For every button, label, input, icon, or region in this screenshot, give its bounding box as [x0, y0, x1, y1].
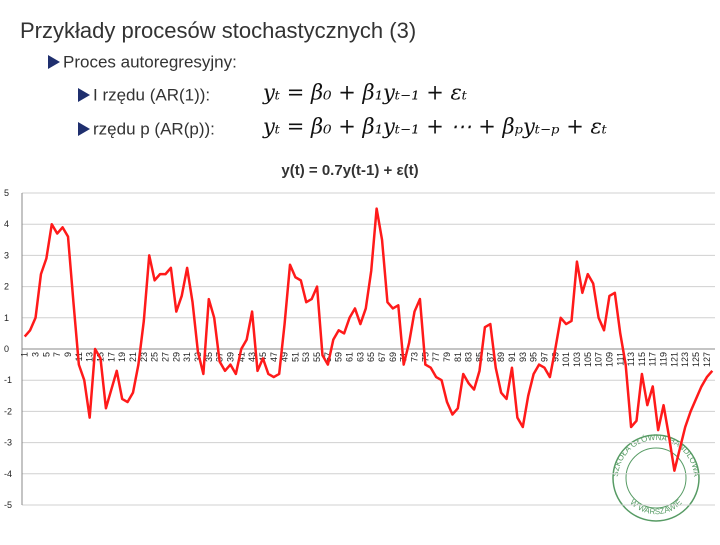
line-series — [23, 207, 714, 472]
y-tick-label: 4 — [4, 219, 9, 229]
x-tick-label: 67 — [377, 352, 387, 362]
x-tick-label: 53 — [301, 352, 311, 362]
x-tick-label: 85 — [474, 352, 484, 362]
y-tick-label: 2 — [4, 282, 9, 292]
x-tick-label: 97 — [539, 352, 549, 362]
x-tick-label: 57 — [323, 352, 333, 362]
x-tick-label: 87 — [485, 352, 495, 362]
bullet-marker — [78, 122, 90, 136]
x-tick-label: 55 — [312, 352, 322, 362]
x-tick-label: 109 — [604, 352, 614, 367]
x-tick-label: 69 — [388, 352, 398, 362]
x-tick-label: 79 — [442, 352, 452, 362]
logo-text: W WARSZAWIE — [628, 498, 683, 517]
bullet-marker — [78, 88, 90, 102]
x-tick-label: 91 — [507, 352, 517, 362]
x-tick-label: 123 — [680, 352, 690, 367]
logo-text: W WARSZAWIE — [628, 498, 683, 517]
x-tick-label: 83 — [464, 352, 474, 362]
x-tick-label: 21 — [128, 352, 138, 362]
x-tick-label: 29 — [171, 352, 181, 362]
slide-title: Przykłady procesów stochastycznych (3) — [20, 18, 416, 43]
logo: SZKOŁA GŁÓWNA HANDLOWA W WARSZAWIE — [611, 433, 701, 522]
bullet-text: rzędu p (AR(p)): — [93, 119, 215, 138]
x-tick-label: 89 — [496, 352, 506, 362]
x-tick-label: 13 — [85, 352, 95, 362]
chart-title: y(t) = 0.7y(t-1) + ε(t) — [281, 162, 418, 179]
y-tick-label: 1 — [4, 313, 9, 323]
x-tick-label: 45 — [258, 352, 268, 362]
x-tick-label: 25 — [150, 352, 160, 362]
formula: yₜ = β₀ + β₁yₜ₋₁ + ⋯ + βₚyₜ₋ₚ + εₜ — [262, 115, 607, 139]
x-tick-label: 73 — [410, 352, 420, 362]
x-tick-label: 127 — [702, 352, 712, 367]
x-tick-label: 111 — [615, 352, 625, 366]
x-tick-label: 23 — [139, 352, 149, 362]
logo-ring — [612, 434, 700, 522]
x-tick-label: 59 — [334, 352, 344, 362]
bullet-marker — [48, 55, 60, 69]
logo-text: SZKOŁA GŁÓWNA HANDLOWA — [611, 433, 701, 478]
x-tick-label: 17 — [106, 352, 116, 362]
x-tick-label: 99 — [550, 352, 560, 362]
x-tick-label: 121 — [669, 352, 679, 367]
x-tick-label: 77 — [431, 352, 441, 362]
x-tick-label: 117 — [648, 352, 658, 366]
y-tick-label: -4 — [4, 469, 12, 479]
x-tick-label: 31 — [182, 352, 192, 362]
y-tick-label: -1 — [4, 375, 12, 385]
logo-text: SZKOŁA GŁÓWNA HANDLOWA — [611, 433, 701, 478]
x-tick-label: 81 — [453, 352, 463, 362]
bullet-text: I rzędu (AR(1)): — [93, 85, 210, 104]
x-tick-label: 105 — [583, 352, 593, 367]
x-tick-label: 65 — [366, 352, 376, 362]
x-tick-label: 101 — [561, 352, 571, 367]
x-tick-label: 1 — [20, 352, 30, 357]
x-tick-label: 27 — [160, 352, 170, 362]
x-tick-label: 19 — [117, 352, 127, 362]
y-tick-label: 3 — [4, 250, 9, 260]
x-tick-label: 47 — [269, 352, 279, 362]
x-tick-label: 95 — [529, 352, 539, 362]
bullet-text: Proces autoregresyjny: — [63, 52, 237, 71]
x-tick-label: 113 — [626, 352, 636, 366]
y-tick-label: 5 — [4, 188, 9, 198]
logo-ring — [625, 447, 687, 509]
x-tick-label: 5 — [41, 352, 51, 357]
x-tick-label: 107 — [594, 352, 604, 367]
formula: yₜ = β₀ + β₁yₜ₋₁ + εₜ — [262, 81, 467, 105]
x-tick-label: 61 — [345, 352, 355, 362]
x-tick-label: 35 — [204, 352, 214, 362]
x-tick-label: 103 — [572, 352, 582, 367]
x-tick-label: 125 — [691, 352, 701, 367]
x-tick-label: 3 — [31, 352, 41, 357]
y-tick-label: -3 — [4, 438, 12, 448]
y-tick-label: 0 — [4, 344, 9, 354]
x-tick-label: 51 — [290, 352, 300, 362]
x-tick-label: 115 — [637, 352, 647, 366]
x-tick-label: 93 — [518, 352, 528, 362]
y-tick-label: -5 — [4, 500, 12, 510]
x-tick-label: 43 — [247, 352, 257, 362]
x-tick-label: 63 — [355, 352, 365, 362]
x-tick-label: 41 — [236, 352, 246, 362]
x-tick-label: 39 — [225, 352, 235, 362]
x-tick-label: 7 — [52, 352, 62, 357]
x-tick-label: 49 — [280, 352, 290, 362]
x-tick-label: 9 — [63, 352, 73, 357]
x-tick-label: 119 — [659, 352, 669, 366]
y-tick-label: -2 — [4, 406, 12, 416]
